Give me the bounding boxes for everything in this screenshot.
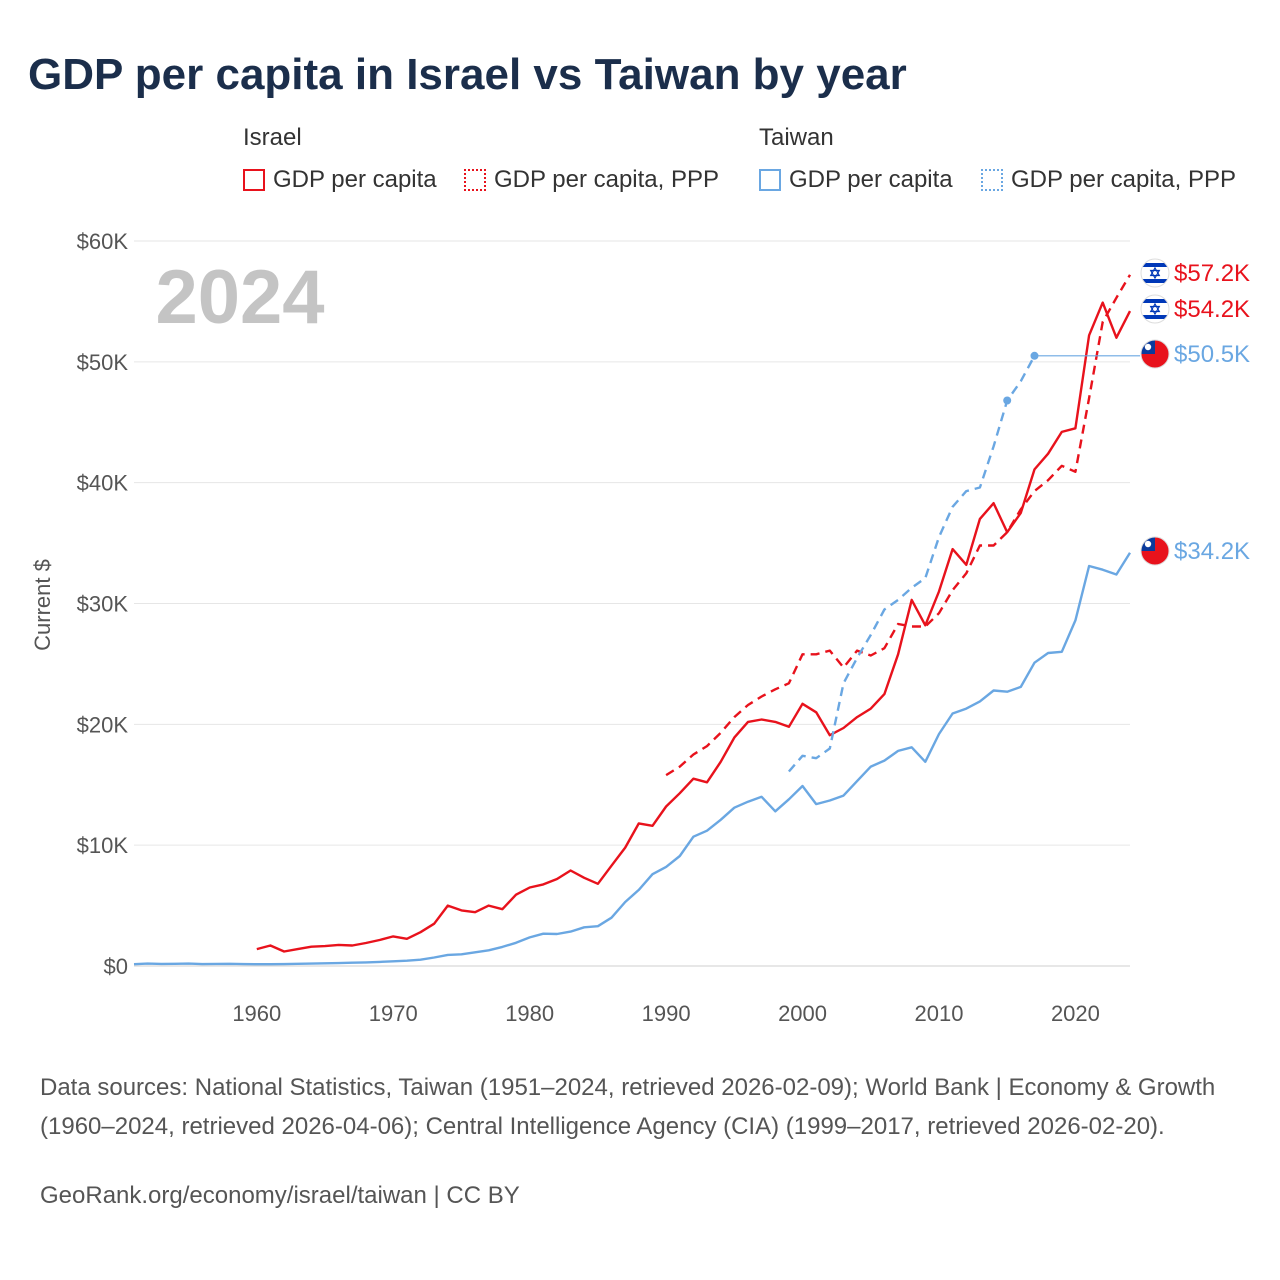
- flag-border: [1140, 339, 1170, 369]
- data-point: [1003, 396, 1012, 405]
- legend-swatch-solid-red: [243, 169, 265, 191]
- y-tick-label: $50K: [77, 350, 129, 375]
- flag-body: [1141, 537, 1169, 565]
- series-line-israel-gdp: [256, 301, 1132, 953]
- x-tick-label: 2000: [778, 1001, 827, 1026]
- x-tick-label: 1990: [642, 1001, 691, 1026]
- flag-border: [1140, 294, 1170, 324]
- data-sources: Data sources: National Statistics, Taiwa…: [40, 1074, 1216, 1140]
- x-axis: 1960 1970 1980 1990 2000 2010 2020: [232, 1001, 1100, 1026]
- x-tick-label: 2010: [915, 1001, 964, 1026]
- x-tick-label: 1960: [232, 1001, 281, 1026]
- end-value-label: $50.5K: [1174, 341, 1250, 368]
- star-of-david: [1149, 302, 1161, 313]
- x-tick-label: 1970: [369, 1001, 418, 1026]
- x-tick-label: 2020: [1051, 1001, 1100, 1026]
- legend-taiwan-gdp[interactable]: GDP per capita: [759, 166, 953, 194]
- end-labels: $57.2K $54.2K $50.5K $34.2K: [1140, 258, 1250, 566]
- year-watermark: 2024: [155, 255, 324, 340]
- legend-label: GDP per capita, PPP: [494, 166, 719, 193]
- y-tick-label: $0: [104, 954, 128, 979]
- taiwan-flag-icon: [1140, 339, 1170, 369]
- taiwan-flag-icon: [1140, 536, 1170, 566]
- y-axis: $0 $10K $20K $30K $40K $50K $60K: [77, 229, 129, 979]
- flag-stripe: [1141, 315, 1169, 319]
- y-tick-label: $60K: [77, 229, 129, 254]
- series-lines: [133, 274, 1140, 966]
- legend-label: GDP per capita: [273, 166, 437, 193]
- flag-stripe: [1141, 263, 1169, 267]
- line-chart: 2024 $0 $10K $20K $30K $40K $50K $60K 1960 1970…: [30, 229, 1250, 1026]
- series-line-israel-ppp: [665, 274, 1132, 777]
- y-tick-label: $10K: [77, 833, 129, 858]
- flag-body: [1141, 295, 1169, 323]
- flag-border: [1140, 536, 1170, 566]
- star-of-david: [1149, 269, 1161, 280]
- flag-body: [1141, 259, 1169, 287]
- x-tick-label: 1980: [505, 1001, 554, 1026]
- credit-link[interactable]: GeoRank.org/economy/israel/taiwan | CC B…: [40, 1182, 520, 1209]
- legend-label: GDP per capita: [789, 166, 953, 193]
- series-line-taiwan-gdp: [133, 552, 1132, 966]
- series-line-taiwan-ppp: [787, 355, 1036, 773]
- grid-lines: [134, 240, 1130, 967]
- y-tick-label: $30K: [77, 592, 129, 617]
- legend-swatch-dotted-blue: [981, 169, 1003, 191]
- end-value-label: $34.2K: [1174, 538, 1250, 565]
- y-tick-label: $20K: [77, 712, 129, 737]
- flag-stripe: [1141, 299, 1169, 303]
- chart-title: GDP per capita in Israel vs Taiwan by ye…: [28, 50, 907, 99]
- israel-flag-icon: [1140, 294, 1170, 324]
- legend-swatch-dotted-red: [464, 169, 486, 191]
- legend-group-israel: Israel: [243, 124, 302, 151]
- flag-border: [1140, 258, 1170, 288]
- legend-israel-ppp[interactable]: GDP per capita, PPP: [464, 166, 719, 194]
- legend-swatch-solid-blue: [759, 169, 781, 191]
- legend-israel-gdp[interactable]: GDP per capita: [243, 166, 437, 194]
- legend-label: GDP per capita, PPP: [1011, 166, 1236, 193]
- legend-group-taiwan: Taiwan: [759, 124, 834, 151]
- star-of-david: [1149, 266, 1161, 277]
- flag-sun: [1144, 343, 1152, 351]
- legend-taiwan-ppp[interactable]: GDP per capita, PPP: [981, 166, 1236, 194]
- y-axis-title: Current $: [30, 559, 55, 651]
- flag-sun: [1144, 540, 1152, 548]
- flag-stripe: [1141, 279, 1169, 283]
- israel-flag-icon: [1140, 258, 1170, 288]
- end-value-label: $54.2K: [1174, 296, 1250, 323]
- y-tick-label: $40K: [77, 471, 129, 496]
- star-of-david: [1149, 305, 1161, 316]
- end-value-label: $57.2K: [1174, 260, 1250, 287]
